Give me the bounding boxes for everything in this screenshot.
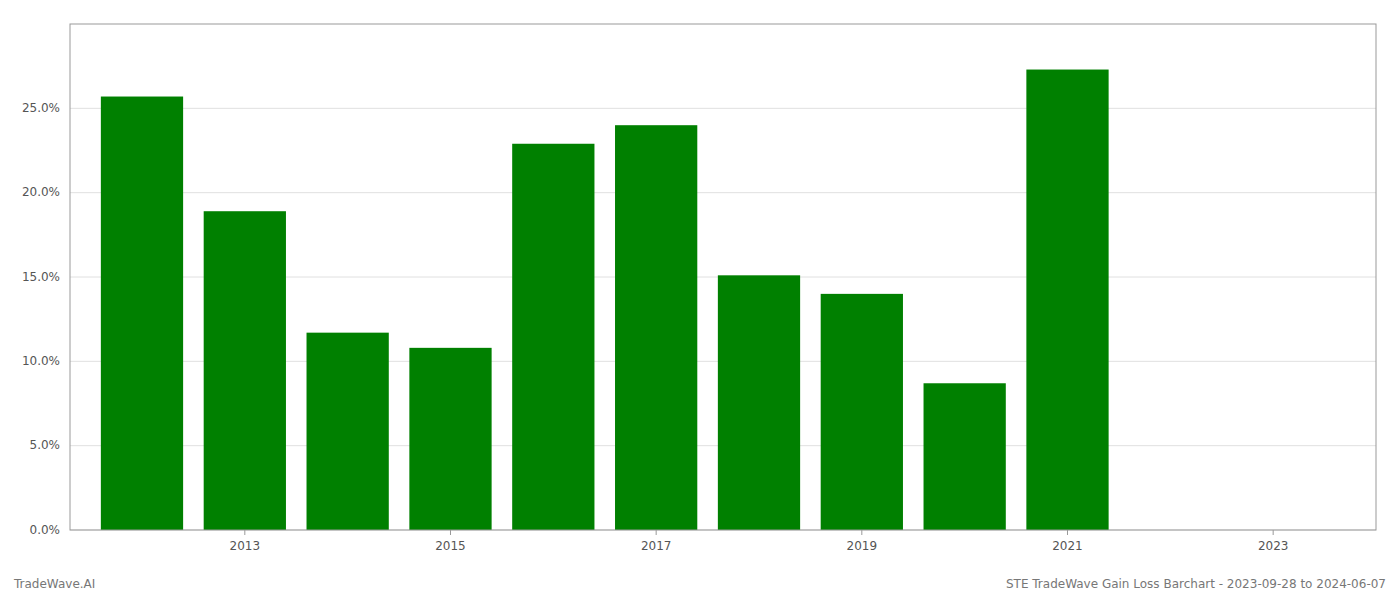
x-tick-label: 2023: [1258, 539, 1289, 553]
x-tick: [244, 530, 245, 535]
bar: [718, 275, 800, 530]
grid-line: [70, 192, 1376, 193]
y-tick-label: 10.0%: [22, 354, 60, 368]
bar: [615, 125, 697, 530]
bars: [101, 70, 1109, 530]
bar: [204, 211, 286, 530]
bar: [307, 333, 389, 530]
footer-right: STE TradeWave Gain Loss Barchart - 2023-…: [1006, 577, 1386, 591]
x-tick-label: 2013: [230, 539, 261, 553]
x-tick-label: 2021: [1052, 539, 1083, 553]
plot-frame: [70, 24, 1376, 530]
y-tick-label: 25.0%: [22, 101, 60, 115]
x-tick: [1273, 530, 1274, 535]
y-tick-label: 15.0%: [22, 270, 60, 284]
footer-left: TradeWave.AI: [13, 577, 95, 591]
bar: [512, 144, 594, 530]
x-tick: [1067, 530, 1068, 535]
background: [0, 0, 1400, 600]
grid: [70, 108, 1376, 530]
bar: [101, 97, 183, 530]
x-tick-label: 2017: [641, 539, 672, 553]
grid-line: [70, 108, 1376, 109]
y-tick-label: 5.0%: [30, 438, 61, 452]
x-tick-label: 2015: [435, 539, 466, 553]
bar: [924, 383, 1006, 530]
bar: [1026, 70, 1108, 530]
bar: [821, 294, 903, 530]
y-tick-label: 20.0%: [22, 185, 60, 199]
x-tick: [656, 530, 657, 535]
x-tick: [450, 530, 451, 535]
y-tick-label: 0.0%: [30, 523, 61, 537]
chart-svg: 0.0% 5.0% 10.0% 15.0% 20.0% 25.0% 2013 2015 2017…: [0, 0, 1400, 600]
bar: [409, 348, 491, 530]
chart-container: 0.0% 5.0% 10.0% 15.0% 20.0% 25.0% 2013 2015 2017…: [0, 0, 1400, 600]
x-tick: [861, 530, 862, 535]
x-tick-label: 2019: [847, 539, 878, 553]
